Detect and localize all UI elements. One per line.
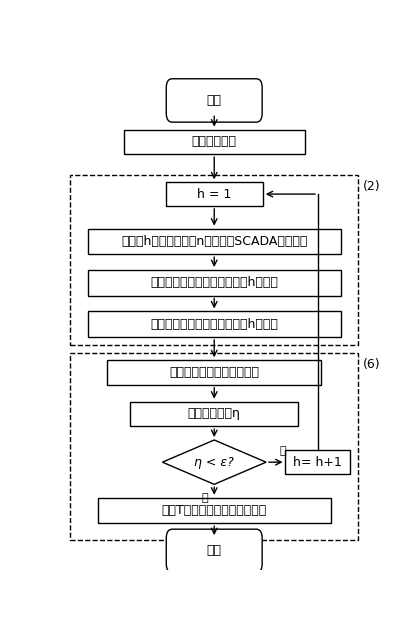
Bar xyxy=(88,312,341,337)
Bar xyxy=(124,129,305,154)
Text: η < ε?: η < ε? xyxy=(194,456,234,468)
Text: h= h+1: h= h+1 xyxy=(293,456,342,468)
Text: 计算单位长度参数估计值的第h个样本: 计算单位长度参数估计值的第h个样本 xyxy=(150,276,278,289)
Text: 读入第h个负荷水平下n个时段的SCADA量测数据: 读入第h个负荷水平下n个时段的SCADA量测数据 xyxy=(121,235,307,248)
Text: 计算线路参数估计值的均值: 计算线路参数估计值的均值 xyxy=(169,366,259,379)
Text: 是: 是 xyxy=(201,493,208,503)
Bar xyxy=(98,498,331,524)
Text: 否: 否 xyxy=(279,446,285,456)
Text: 计算线路全长参数估计值的第h个样本: 计算线路全长参数估计值的第h个样本 xyxy=(150,317,278,331)
Bar xyxy=(70,353,358,540)
Bar xyxy=(88,270,341,296)
Bar xyxy=(130,401,298,426)
FancyBboxPatch shape xyxy=(166,529,262,573)
Text: 计算方差系数η: 计算方差系数η xyxy=(188,408,241,420)
Text: (2): (2) xyxy=(363,180,381,193)
Bar xyxy=(70,175,358,346)
Text: 输出T形连接线路参数的估计值: 输出T形连接线路参数的估计值 xyxy=(162,504,267,517)
FancyBboxPatch shape xyxy=(166,79,262,122)
Text: 输入基础数据: 输入基础数据 xyxy=(192,135,237,148)
Text: 结束: 结束 xyxy=(207,545,222,557)
Text: (6): (6) xyxy=(363,358,381,371)
Bar xyxy=(88,228,341,254)
Bar xyxy=(107,360,321,385)
Text: 开始: 开始 xyxy=(207,94,222,107)
Text: h = 1: h = 1 xyxy=(197,188,232,200)
Bar xyxy=(166,182,263,206)
Bar xyxy=(285,451,350,474)
Polygon shape xyxy=(162,440,266,484)
